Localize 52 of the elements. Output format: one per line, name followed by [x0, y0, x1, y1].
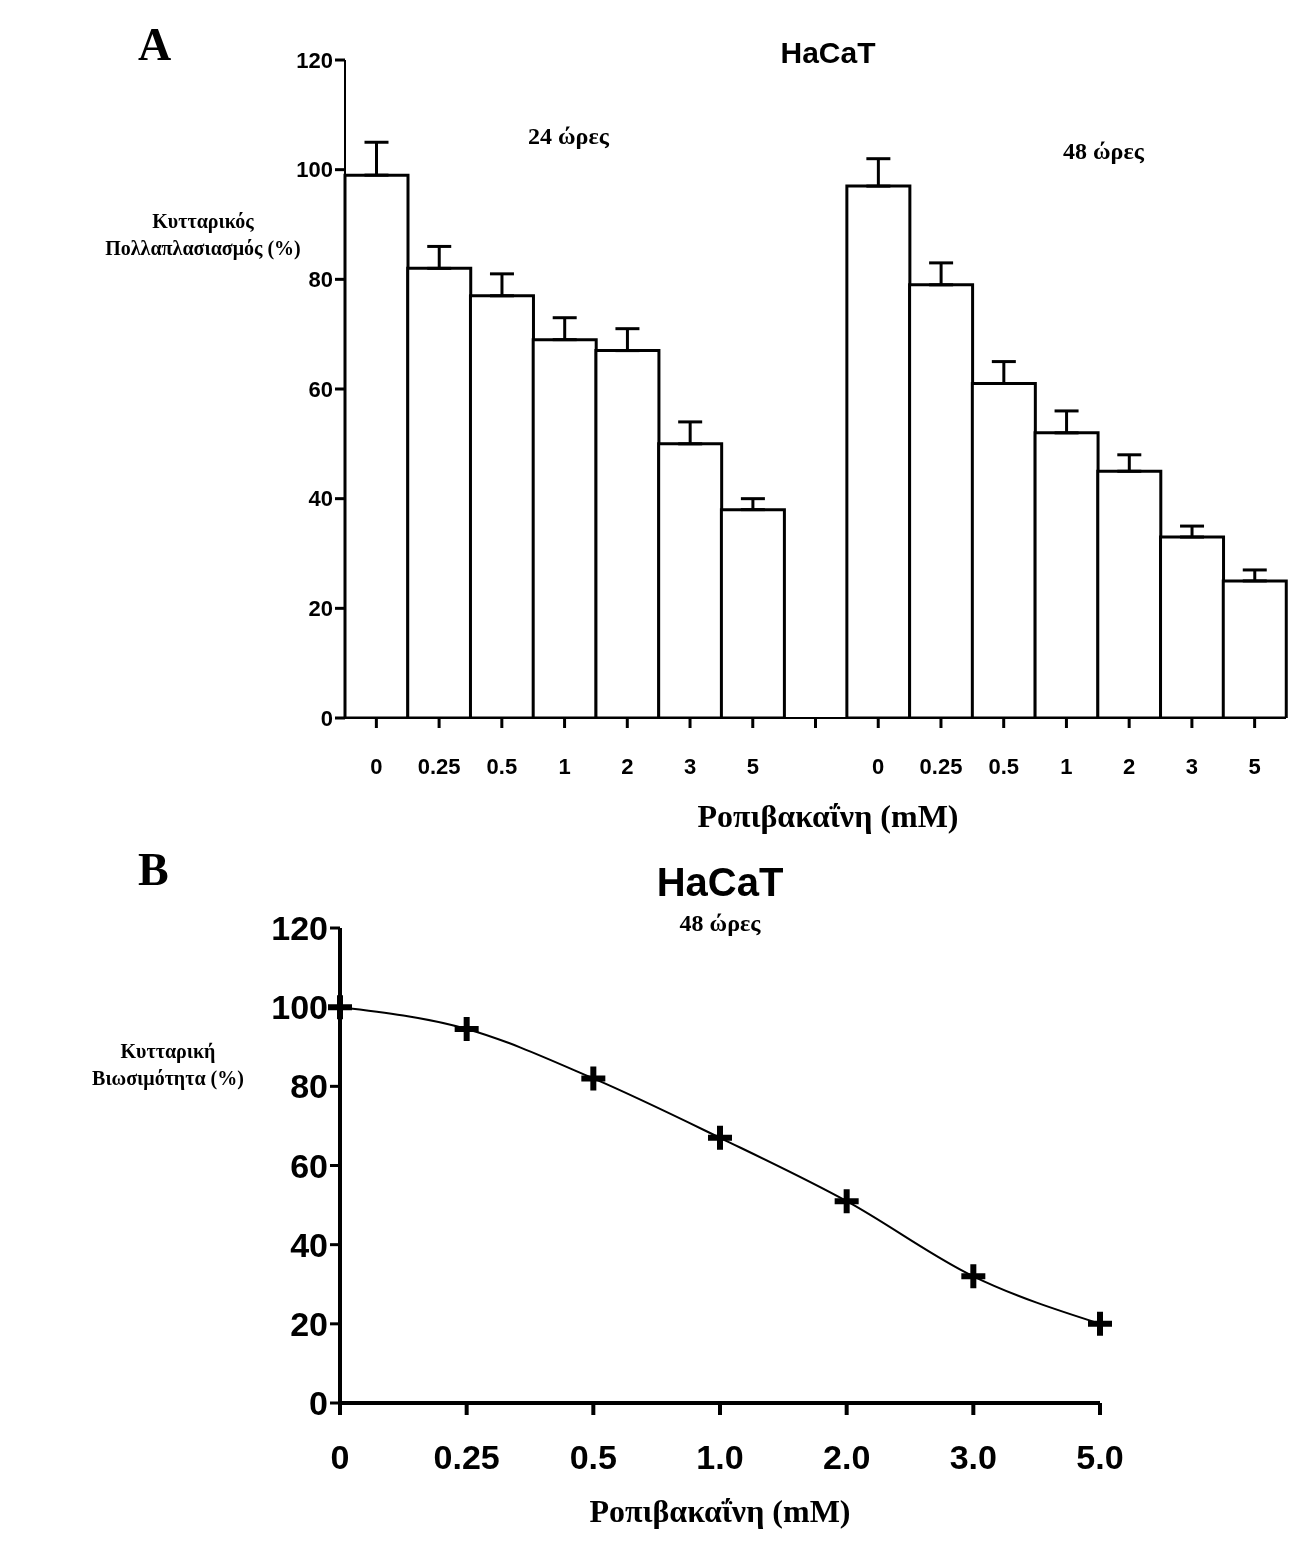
- y-tick-label: 120: [271, 909, 328, 948]
- chart-title: HaCaT: [656, 860, 784, 905]
- y-tick-label: 40: [290, 1225, 328, 1264]
- x-tick-label: 0.25: [417, 753, 461, 779]
- point: [708, 1125, 732, 1150]
- point: [581, 1066, 606, 1091]
- y-tick-label: 60: [308, 376, 333, 402]
- x-axis-title: Ροπιβακαΐνη (mM): [697, 798, 959, 835]
- text: B: [138, 843, 169, 896]
- point: [454, 1016, 479, 1041]
- y-tick-label: 80: [308, 267, 333, 293]
- x-tick-label: 1.0: [696, 1438, 744, 1477]
- x-tick-label: 1: [558, 753, 571, 779]
- chart-title: HaCaT: [780, 36, 876, 70]
- y-tick-label: 60: [290, 1146, 328, 1185]
- annotation: 24 ώρες: [528, 123, 609, 150]
- x-tick-label: 0.25: [919, 753, 963, 779]
- y-tick-label: 0: [320, 705, 333, 731]
- y-tick-label: 100: [271, 988, 328, 1027]
- x-tick-label: 0.5: [988, 753, 1019, 779]
- y-tick-label: 20: [290, 1304, 328, 1343]
- x-tick-label: 5: [746, 753, 759, 779]
- x-tick-label: 3: [683, 753, 697, 779]
- x-axis-title: Ροπιβακαΐνη (mM): [589, 1493, 851, 1530]
- annotation: 48 ώρες: [1063, 138, 1144, 165]
- x-tick-label: 2: [1123, 753, 1136, 779]
- y-tick-label: 100: [296, 157, 333, 183]
- x-tick-label: 0.5: [486, 753, 518, 779]
- y-tick-label: 120: [296, 47, 333, 73]
- y-axis-title: Κυτταρικός Πολλαπλασιασμός (%): [104, 209, 302, 262]
- x-tick-label: 0: [370, 753, 383, 779]
- y-axis-title: Κυτταρική Βιωσιμότητα (%): [91, 1039, 245, 1092]
- x-tick-label: 5: [1248, 753, 1261, 779]
- text: A: [138, 18, 172, 71]
- x-tick-label: 2.0: [823, 1438, 871, 1477]
- chart-subtitle: 48 ώρες: [679, 910, 761, 937]
- x-tick-label: 1: [1060, 753, 1073, 779]
- y-tick-label: 40: [308, 486, 333, 512]
- point: [961, 1264, 986, 1289]
- x-tick-label: 0.25: [433, 1438, 500, 1477]
- x-tick-label: 0.5: [569, 1438, 617, 1477]
- point: [328, 995, 352, 1020]
- x-tick-label: 3: [1185, 753, 1199, 779]
- y-tick-label: 80: [290, 1067, 328, 1106]
- x-tick-label: 2: [621, 753, 634, 779]
- point: [1088, 1311, 1112, 1336]
- y-tick-label: 20: [308, 596, 333, 622]
- x-tick-label: 5.0: [1076, 1438, 1124, 1477]
- x-tick-label: 3.0: [949, 1438, 997, 1477]
- point: [834, 1189, 859, 1214]
- x-tick-label: 0: [872, 753, 885, 779]
- y-tick-label: 0: [309, 1384, 328, 1423]
